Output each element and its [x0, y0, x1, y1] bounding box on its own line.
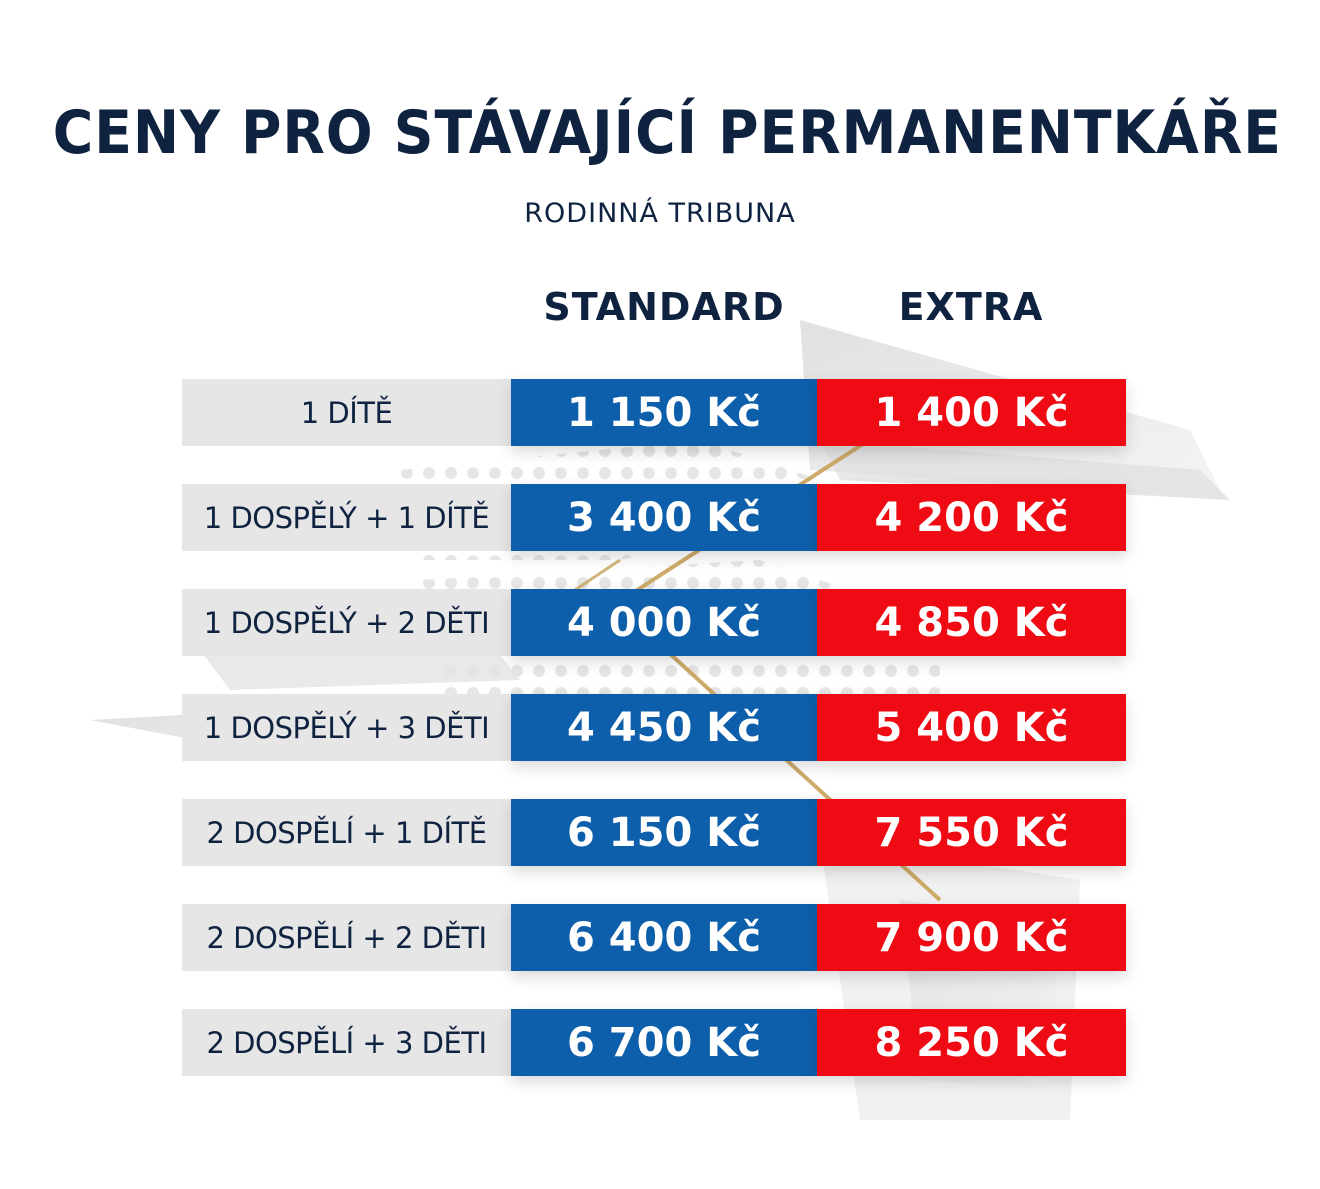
price-row: 2 DOSPĚLÍ + 3 DĚTI 6 700 Kč 8 250 Kč: [182, 1009, 1128, 1076]
column-header-standard: STANDARD: [543, 285, 785, 329]
page-subtitle: RODINNÁ TRIBUNA: [524, 198, 796, 229]
extra-price: 4 850 Kč: [817, 589, 1126, 656]
standard-price: 6 150 Kč: [511, 799, 817, 866]
row-label: 1 DOSPĚLÝ + 2 DĚTI: [182, 589, 511, 656]
extra-price: 7 900 Kč: [817, 904, 1126, 971]
page-title: CENY PRO STÁVAJÍCÍ PERMANENTKÁŘE: [52, 98, 1282, 168]
row-label: 2 DOSPĚLÍ + 1 DÍTĚ: [182, 799, 511, 866]
standard-price: 3 400 Kč: [511, 484, 817, 551]
price-table: 1 DÍTĚ 1 150 Kč 1 400 Kč 1 DOSPĚLÝ + 1 D…: [182, 379, 1128, 1114]
price-row: 1 DÍTĚ 1 150 Kč 1 400 Kč: [182, 379, 1128, 446]
standard-price: 6 400 Kč: [511, 904, 817, 971]
row-label: 1 DOSPĚLÝ + 3 DĚTI: [182, 694, 511, 761]
extra-price: 1 400 Kč: [817, 379, 1126, 446]
extra-price: 4 200 Kč: [817, 484, 1126, 551]
extra-price: 5 400 Kč: [817, 694, 1126, 761]
standard-price: 4 000 Kč: [511, 589, 817, 656]
price-row: 1 DOSPĚLÝ + 2 DĚTI 4 000 Kč 4 850 Kč: [182, 589, 1128, 656]
row-label: 1 DOSPĚLÝ + 1 DÍTĚ: [182, 484, 511, 551]
row-label: 2 DOSPĚLÍ + 3 DĚTI: [182, 1009, 511, 1076]
extra-price: 8 250 Kč: [817, 1009, 1126, 1076]
row-label: 1 DÍTĚ: [182, 379, 511, 446]
price-row: 2 DOSPĚLÍ + 1 DÍTĚ 6 150 Kč 7 550 Kč: [182, 799, 1128, 866]
standard-price: 1 150 Kč: [511, 379, 817, 446]
price-row: 1 DOSPĚLÝ + 1 DÍTĚ 3 400 Kč 4 200 Kč: [182, 484, 1128, 551]
price-row: 1 DOSPĚLÝ + 3 DĚTI 4 450 Kč 5 400 Kč: [182, 694, 1128, 761]
standard-price: 4 450 Kč: [511, 694, 817, 761]
column-header-extra: EXTRA: [898, 285, 1044, 329]
row-label: 2 DOSPĚLÍ + 2 DĚTI: [182, 904, 511, 971]
standard-price: 6 700 Kč: [511, 1009, 817, 1076]
extra-price: 7 550 Kč: [817, 799, 1126, 866]
price-row: 2 DOSPĚLÍ + 2 DĚTI 6 400 Kč 7 900 Kč: [182, 904, 1128, 971]
